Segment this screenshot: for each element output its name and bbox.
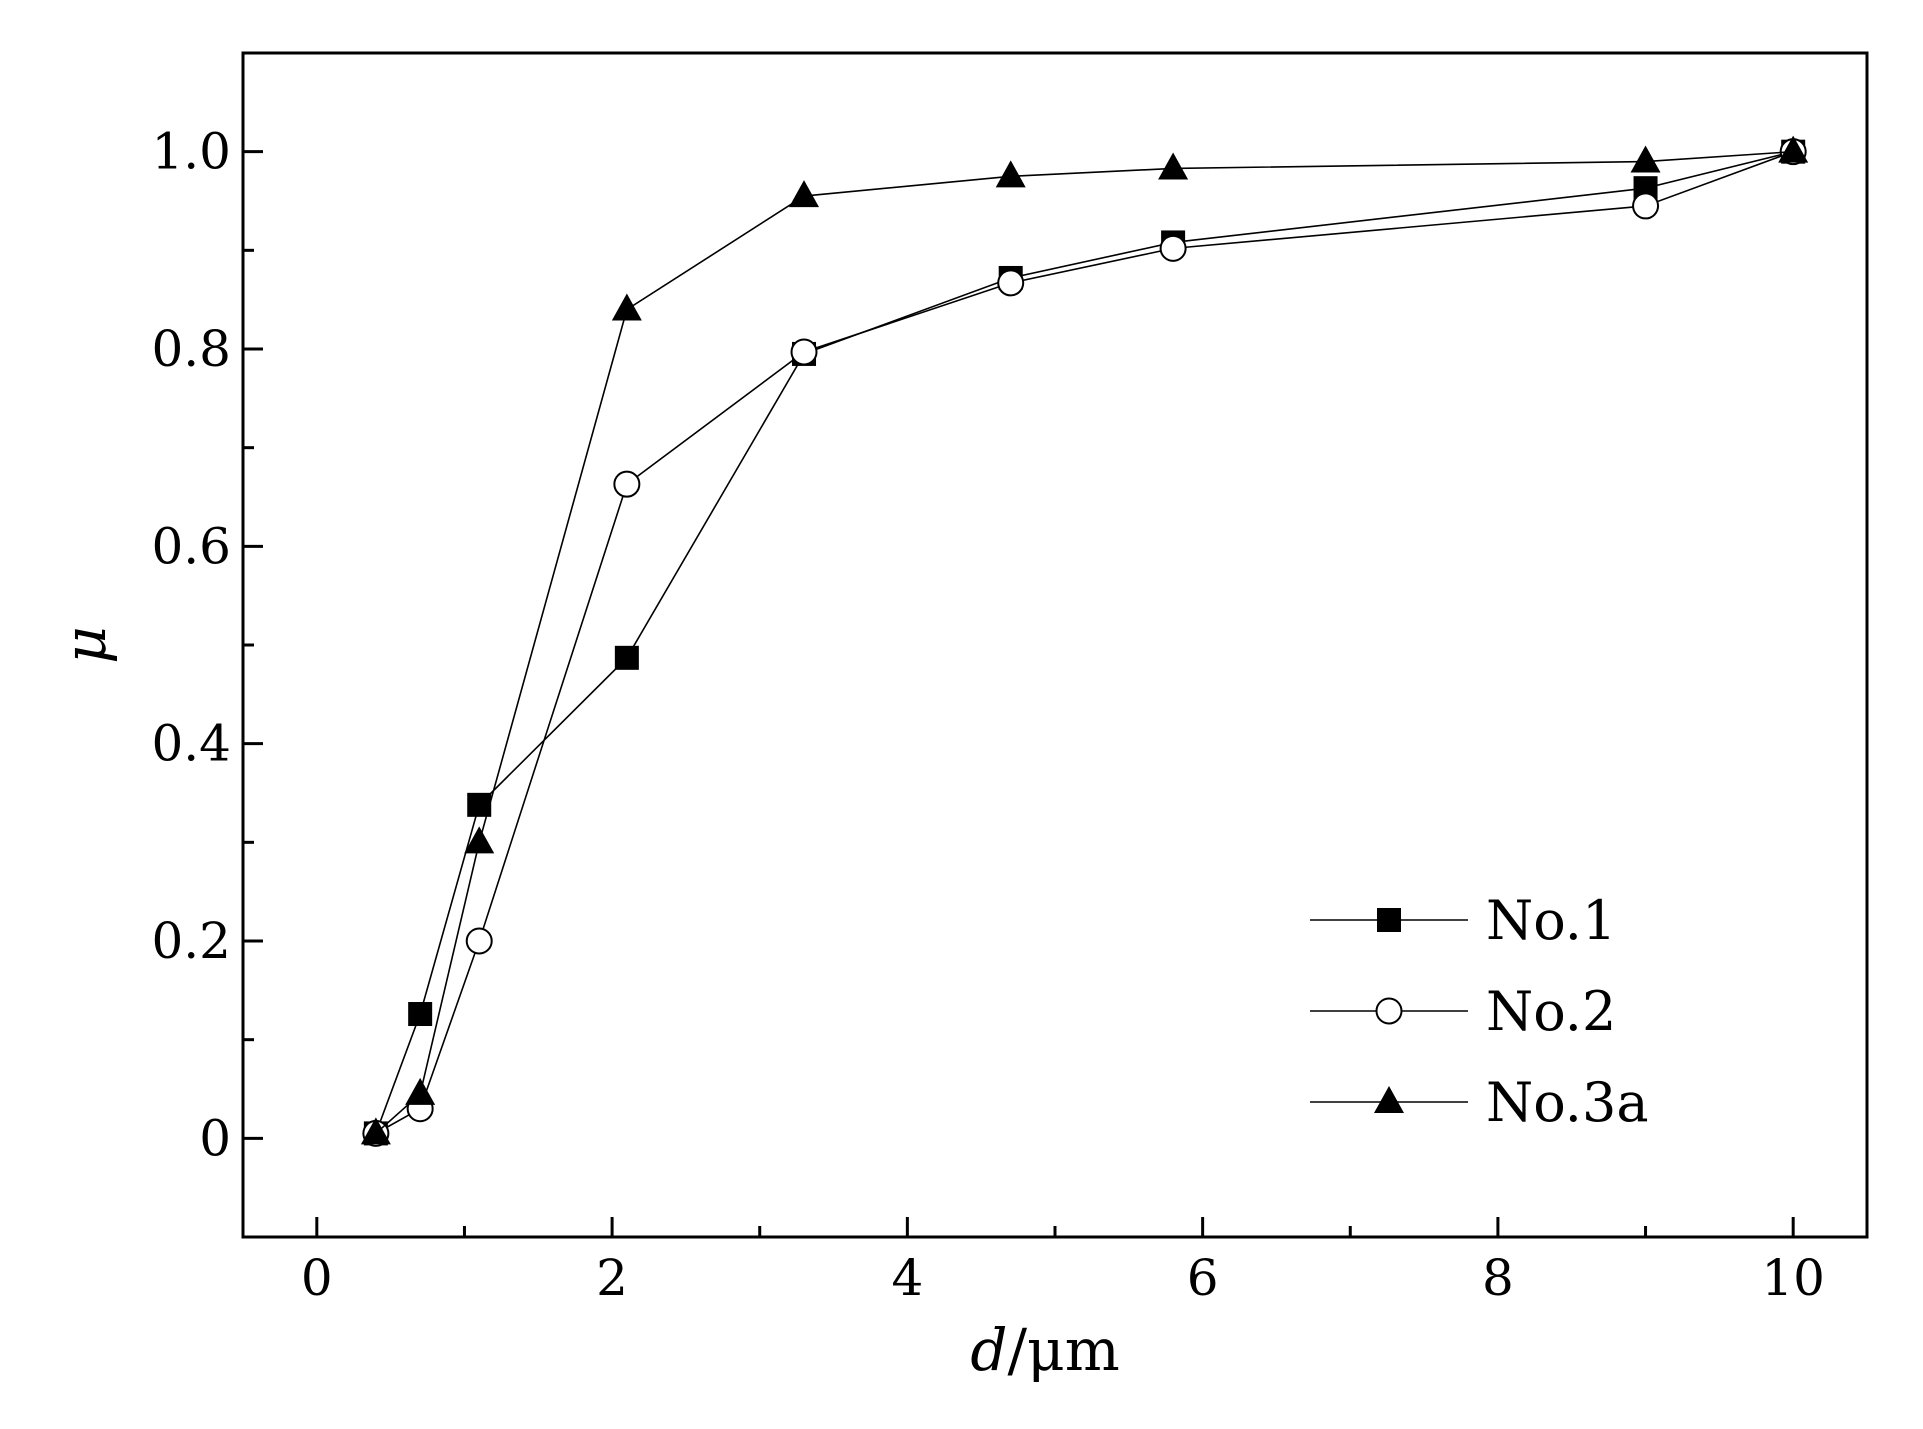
y-axis-title: μ — [51, 626, 119, 664]
data-point — [1158, 152, 1189, 180]
data-point — [1632, 192, 1660, 220]
x-tick-label: 2 — [596, 1249, 628, 1307]
data-point — [997, 269, 1025, 297]
y-tick-label: 0.6 — [151, 517, 231, 575]
data-point — [465, 927, 493, 955]
x-axis-title-unit: /μm — [1007, 1316, 1119, 1384]
x-tick-label: 0 — [301, 1249, 333, 1307]
legend-label: No.2 — [1486, 980, 1616, 1043]
data-point — [995, 160, 1026, 188]
data-point — [613, 470, 641, 498]
legend-marker — [1377, 908, 1401, 932]
data-point — [614, 645, 639, 670]
data-point — [611, 293, 642, 321]
data-point — [789, 180, 820, 208]
y-tick-label: 1.0 — [151, 123, 231, 181]
data-point — [1630, 145, 1661, 173]
series-no-3a — [360, 135, 1809, 1145]
y-tick-label: 0 — [199, 1109, 231, 1167]
x-tick-label: 10 — [1761, 1249, 1825, 1307]
x-tick-label: 8 — [1482, 1249, 1514, 1307]
axis-tick-labels: 0 2 4 6 8 10 0 0.2 0.4 0.6 0.8 1.0 — [151, 123, 1825, 1307]
y-tick-label: 0.8 — [151, 320, 231, 378]
x-tick-label: 4 — [891, 1249, 923, 1307]
data-series — [360, 135, 1809, 1147]
plot-frame — [241, 51, 1869, 1239]
data-point — [360, 1117, 391, 1145]
legend-marker — [1375, 997, 1403, 1025]
axis-ticks — [243, 150, 1795, 1237]
legend-label: No.3a — [1486, 1071, 1649, 1134]
data-point — [790, 338, 818, 366]
series-no-2 — [362, 138, 1807, 1147]
legend: No.1 No.2 No.3a — [1310, 889, 1649, 1134]
legend-marker — [1374, 1086, 1404, 1113]
y-tick-label: 0.4 — [151, 715, 231, 773]
data-point — [408, 1002, 433, 1027]
data-point — [1778, 135, 1809, 163]
data-point — [405, 1077, 436, 1105]
legend-item: No.3a — [1310, 1071, 1649, 1134]
legend-item: No.1 — [1310, 889, 1616, 952]
legend-label: No.1 — [1486, 889, 1616, 952]
x-axis-title: d/μm — [970, 1316, 1119, 1384]
legend-item: No.2 — [1310, 980, 1616, 1043]
data-point — [464, 826, 495, 854]
data-point — [1159, 234, 1187, 262]
y-tick-label: 0.2 — [151, 912, 231, 970]
x-tick-label: 6 — [1187, 1249, 1219, 1307]
x-axis-title-var: d — [970, 1316, 1007, 1384]
